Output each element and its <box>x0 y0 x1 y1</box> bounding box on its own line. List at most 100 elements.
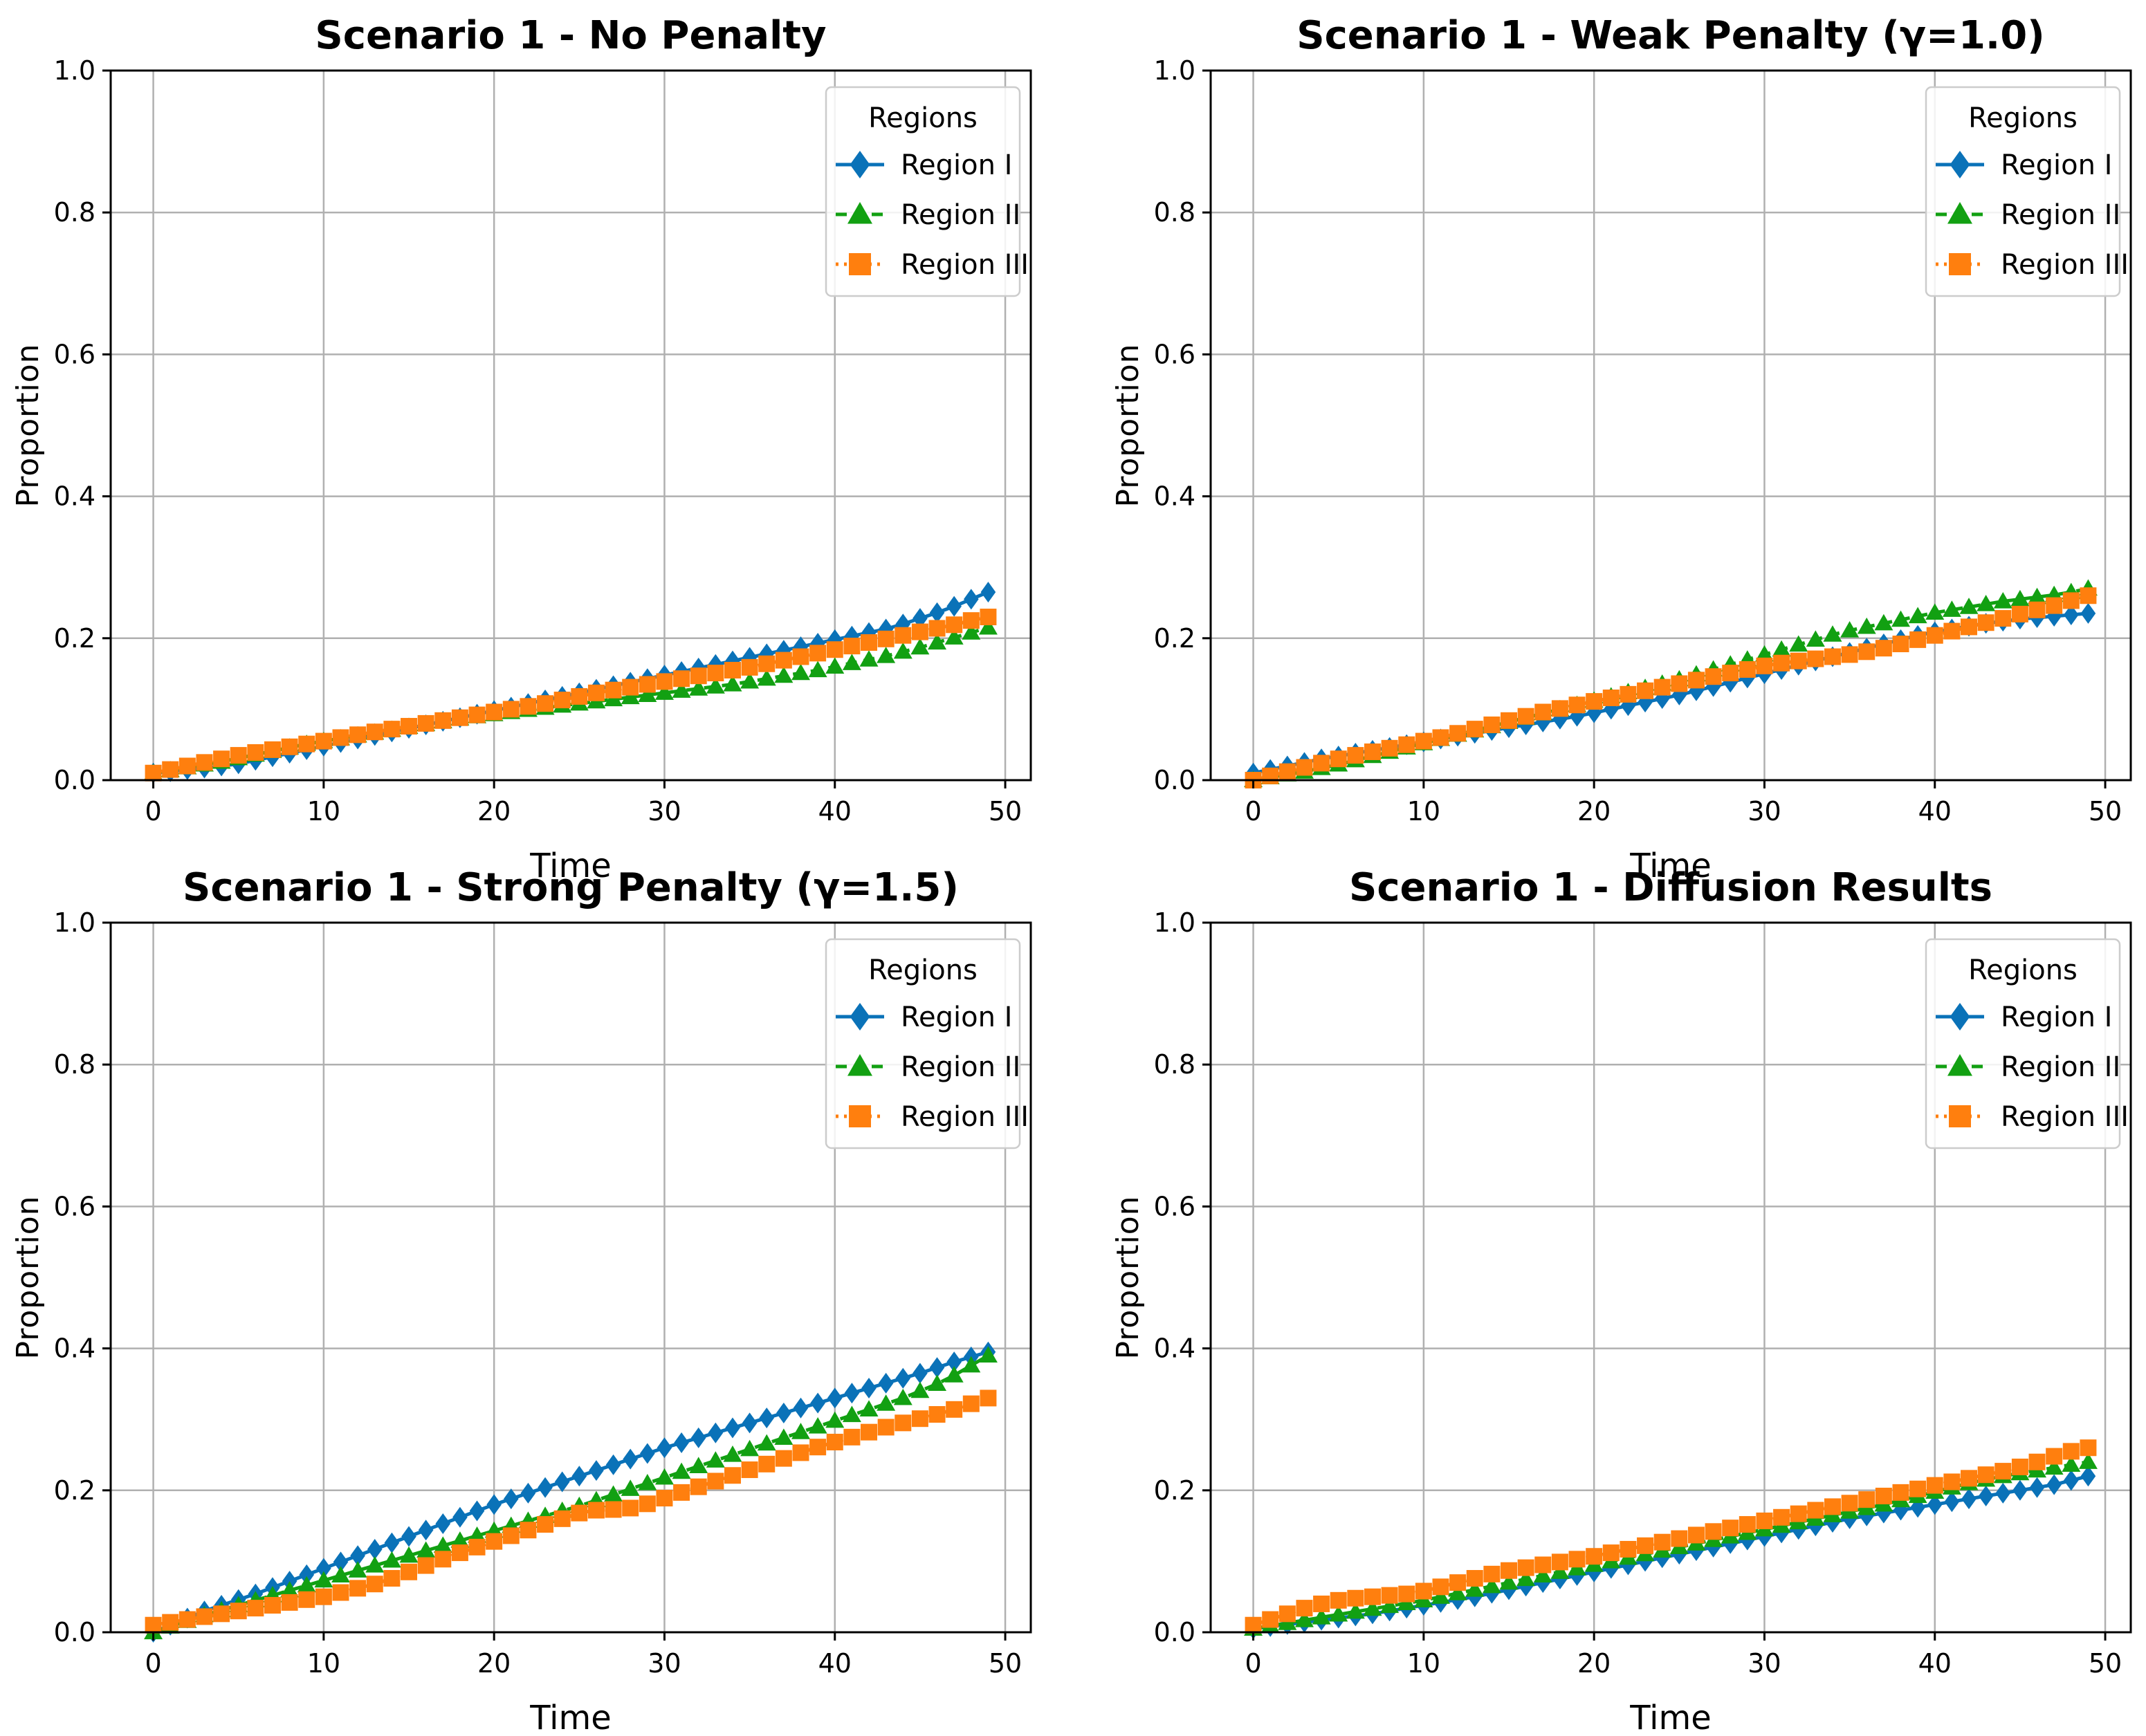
data-point <box>1329 1605 1348 1622</box>
data-point <box>1910 1497 1925 1518</box>
data-point <box>264 1597 281 1614</box>
legend-entry-2: Region II <box>2001 199 2120 231</box>
data-point <box>1482 1576 1501 1594</box>
legend-marker-3 <box>1949 1105 1971 1127</box>
data-point <box>298 1591 315 1608</box>
data-point <box>1465 1580 1485 1597</box>
data-point <box>1739 1516 1756 1533</box>
y-tick-label: 1.0 <box>54 55 95 86</box>
legend-box <box>1925 86 2121 297</box>
chart-panel-4: 0 10 20 30 40 50 0.0 0.2 0.4 0.6 0.8 1.0 Scenario 1 … <box>1110 865 2132 1736</box>
data-point <box>367 1538 383 1560</box>
data-point <box>2029 1477 2045 1498</box>
data-point <box>230 747 247 764</box>
data-point <box>1552 708 1568 730</box>
data-point <box>980 1389 997 1407</box>
x-tick-label: 50 <box>2089 1648 2122 1679</box>
y-tick-label: 0.4 <box>54 1333 95 1364</box>
data-point <box>1824 1498 1841 1515</box>
data-point <box>1943 622 1961 640</box>
data-point <box>537 1516 554 1533</box>
data-point <box>1586 693 1603 710</box>
y-tick-label: 0.2 <box>54 1475 95 1506</box>
data-point <box>1551 1553 1568 1571</box>
data-point <box>825 1411 845 1428</box>
data-point <box>640 1443 655 1464</box>
x-axis-label: Time <box>529 847 611 885</box>
legend-title: Regions <box>868 954 978 986</box>
chart-panel-3: 0 10 20 30 40 50 0.0 0.2 0.4 0.6 0.8 1.0 Scenario 1 … <box>10 865 1032 1736</box>
data-point <box>758 1455 776 1472</box>
data-point <box>1552 1569 1568 1590</box>
data-point <box>2080 1439 2097 1457</box>
y-axis-label: Proportion <box>10 1195 46 1359</box>
x-tick-label: 0 <box>1245 1648 1261 1679</box>
data-point <box>1978 1486 1994 1507</box>
data-point <box>673 670 690 687</box>
y-tick-label: 0.8 <box>54 1049 95 1080</box>
x-tick-label: 30 <box>1748 796 1781 827</box>
data-point <box>1294 1611 1314 1627</box>
data-point <box>162 1614 179 1631</box>
data-point <box>1483 716 1501 733</box>
data-point <box>2011 1458 2028 1475</box>
data-point <box>1313 1595 1330 1612</box>
data-point <box>2046 597 2063 614</box>
data-point <box>809 645 827 662</box>
axes-frame <box>109 69 1032 782</box>
data-point <box>1245 1616 1262 1634</box>
data-point <box>740 1439 760 1457</box>
data-point <box>946 1401 963 1418</box>
x-tick-label: 30 <box>648 796 681 827</box>
data-point <box>280 1580 300 1598</box>
legend-marker-1 <box>850 1003 870 1031</box>
data-point <box>468 706 486 723</box>
data-point <box>332 729 349 746</box>
data-point <box>1568 1551 1586 1568</box>
data-point <box>333 1551 349 1573</box>
y-tick-label: 0.0 <box>54 1617 95 1647</box>
y-tick-label: 0.6 <box>54 1191 95 1221</box>
data-point <box>1398 736 1415 753</box>
data-point <box>877 1419 895 1436</box>
legend: Regions Region I Region II Region III <box>825 86 1029 297</box>
series-markers-3 <box>145 609 997 782</box>
data-point <box>401 718 418 735</box>
data-point <box>1501 712 1518 729</box>
data-point <box>554 1471 570 1493</box>
data-point <box>417 714 434 732</box>
legend-entry-3: Region III <box>2001 1101 2129 1133</box>
y-axis-label: Proportion <box>1110 343 1146 507</box>
data-point <box>946 595 962 617</box>
data-point <box>230 1603 247 1620</box>
data-point <box>741 658 758 676</box>
data-point <box>1330 750 1347 768</box>
legend-marker-3 <box>849 253 871 275</box>
legend-entry-1: Region I <box>2001 1001 2112 1033</box>
data-point <box>1551 700 1568 717</box>
data-point <box>827 1387 843 1409</box>
data-point <box>1705 1523 1722 1540</box>
data-point <box>622 678 639 696</box>
x-tick-label: 0 <box>145 1648 161 1679</box>
data-point <box>1347 1589 1364 1607</box>
legend-box <box>1925 938 2121 1149</box>
data-point <box>1534 1556 1552 1573</box>
data-point <box>689 679 708 696</box>
data-point <box>962 612 980 629</box>
data-point <box>689 1457 708 1474</box>
data-point <box>348 1561 367 1578</box>
data-point <box>1909 1480 1927 1497</box>
data-point <box>826 641 843 658</box>
data-point <box>757 669 776 686</box>
data-point <box>962 623 981 640</box>
data-point <box>1942 600 1961 617</box>
legend-entry-2: Region II <box>2001 1051 2120 1083</box>
data-point <box>1516 1569 1536 1587</box>
data-point <box>912 1363 928 1384</box>
data-point <box>450 1531 470 1548</box>
data-point <box>775 1450 792 1467</box>
data-point <box>638 1474 657 1490</box>
data-point <box>674 1432 689 1454</box>
data-point <box>1756 1512 1773 1529</box>
